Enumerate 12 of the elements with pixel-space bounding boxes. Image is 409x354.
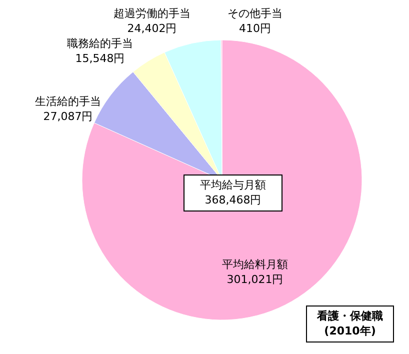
data-label: 27,087円 [43, 110, 93, 123]
slice-label: 生活給的手当 [35, 95, 101, 108]
data-label: 24,402円 [127, 22, 177, 35]
slice-label: その他手当 [228, 7, 282, 20]
slice-label: 超過労働的手当 [114, 7, 190, 20]
data-label: 410円 [239, 22, 271, 35]
data-label: 15,548円 [75, 52, 125, 65]
data-label: 301,021円 [226, 273, 284, 286]
slice-label: 職務給的手当 [67, 37, 133, 50]
slice-label: 平均給料月額 [222, 258, 288, 271]
text: 看護・保健職 (2010年) [316, 310, 383, 338]
text: 平均給与月額 368,468円 [200, 178, 266, 206]
